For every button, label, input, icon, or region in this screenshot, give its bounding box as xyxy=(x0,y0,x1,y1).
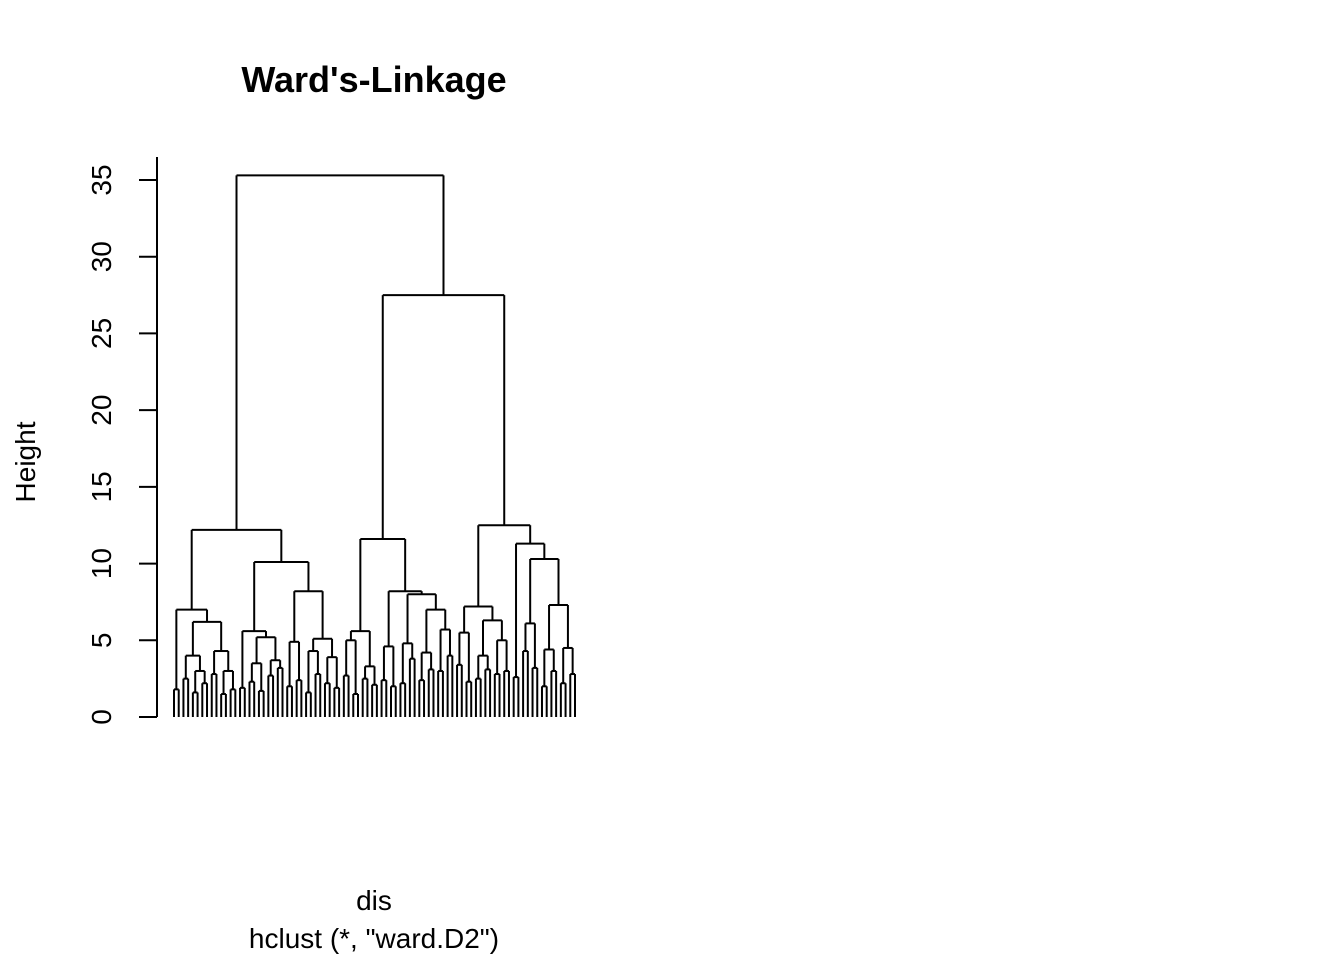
y-tick-label: 10 xyxy=(86,548,117,579)
chart-subtitle: hclust (*, "ward.D2") xyxy=(249,923,499,954)
chart-title: Ward's-Linkage xyxy=(241,59,506,100)
dendrogram-tree xyxy=(173,174,576,717)
x-axis-label: dis xyxy=(356,885,392,916)
y-axis: 0 5 10 15 20 25 30 35 xyxy=(86,156,158,725)
y-tick-label: 15 xyxy=(86,471,117,502)
y-tick-label: 25 xyxy=(86,318,117,349)
y-tick-label: 5 xyxy=(86,632,117,648)
y-tick-label: 35 xyxy=(86,164,117,195)
y-axis-label: Height xyxy=(10,421,41,502)
y-tick-label: 20 xyxy=(86,395,117,426)
y-tick-label: 0 xyxy=(86,709,117,725)
y-tick-label: 30 xyxy=(86,241,117,272)
